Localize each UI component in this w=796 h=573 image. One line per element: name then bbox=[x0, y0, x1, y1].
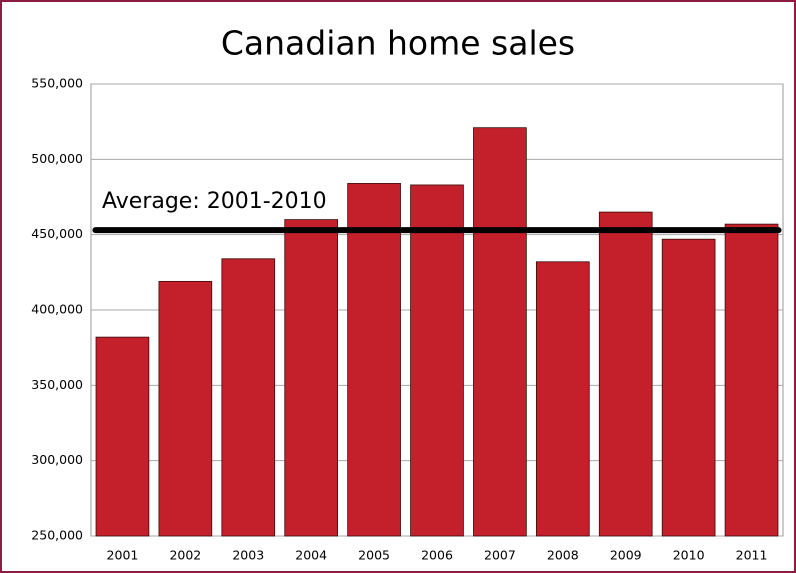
x-tick-label: 2007 bbox=[484, 548, 516, 563]
y-tick-label: 350,000 bbox=[31, 377, 83, 392]
bar bbox=[221, 258, 276, 537]
bar bbox=[410, 184, 464, 537]
y-tick-label: 450,000 bbox=[31, 226, 83, 241]
average-label: Average: 2001-2010 bbox=[102, 189, 327, 214]
bar bbox=[535, 261, 590, 537]
x-tick-label: 2011 bbox=[736, 548, 768, 563]
x-tick-label: 2003 bbox=[232, 548, 264, 563]
bar bbox=[284, 219, 339, 537]
x-tick-label: 2009 bbox=[610, 548, 642, 563]
bar bbox=[598, 211, 653, 537]
x-tick-label: 2005 bbox=[358, 548, 390, 563]
y-tick-label: 300,000 bbox=[31, 452, 83, 467]
bar bbox=[724, 223, 779, 537]
y-tick-label: 550,000 bbox=[31, 76, 83, 91]
x-tick-label: 2010 bbox=[673, 548, 705, 563]
bar bbox=[158, 280, 213, 537]
bar bbox=[95, 336, 150, 537]
y-tick-label: 400,000 bbox=[31, 302, 83, 317]
x-tick-label: 2008 bbox=[547, 548, 579, 563]
bar bbox=[347, 183, 401, 537]
y-tick-label: 250,000 bbox=[31, 528, 83, 543]
chart-title: Canadian home sales bbox=[221, 24, 575, 63]
x-tick-label: 2001 bbox=[107, 548, 139, 563]
bar bbox=[661, 238, 716, 537]
x-tick-label: 2004 bbox=[295, 548, 327, 563]
y-tick-label: 500,000 bbox=[31, 151, 83, 166]
x-tick-label: 2006 bbox=[421, 548, 453, 563]
bar bbox=[473, 127, 527, 537]
x-tick-label: 2002 bbox=[169, 548, 201, 563]
